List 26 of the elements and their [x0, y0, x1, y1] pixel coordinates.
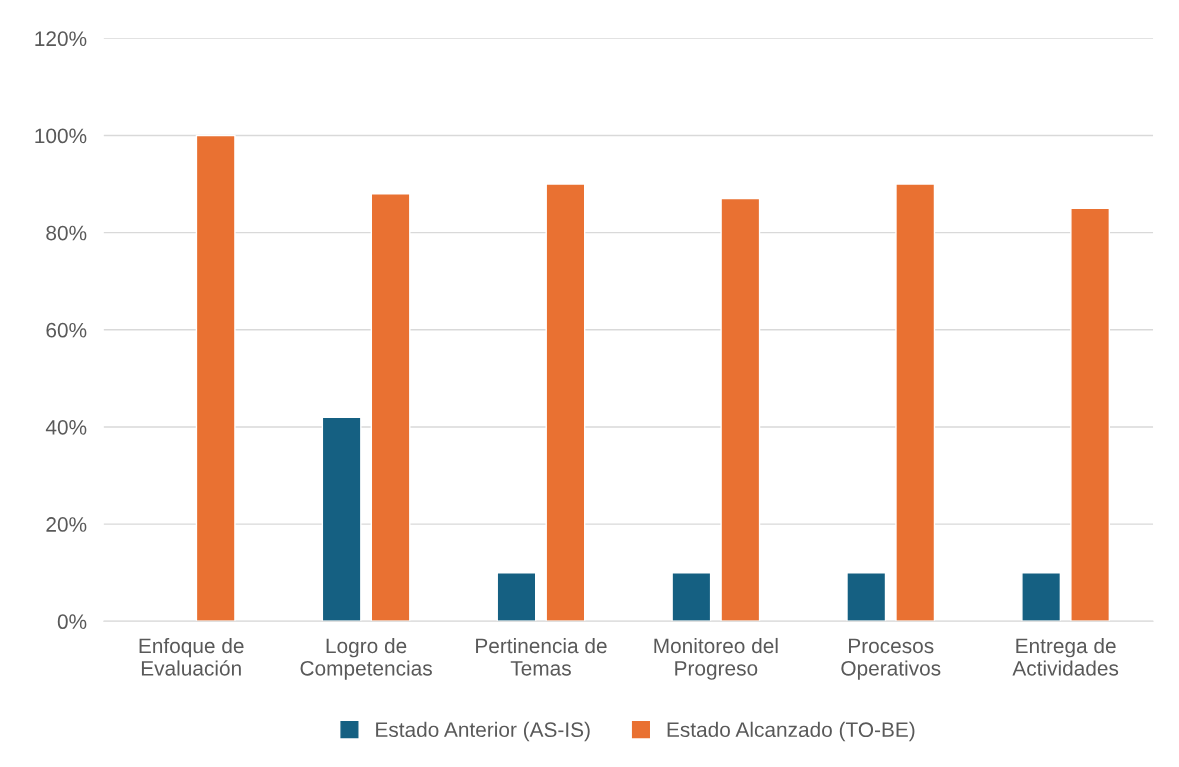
y-tick-label: 40% — [45, 419, 87, 435]
x-tick-label: Entrega de Actividades — [1012, 637, 1119, 676]
x-tick-label: Procesos Operativos — [841, 638, 941, 680]
y-tick-label: 80% — [46, 225, 87, 241]
x-tick-label: Monitoreo del Progreso — [654, 637, 778, 680]
bar — [195, 134, 236, 622]
x-tick-label: Logro de Competencias — [300, 637, 432, 680]
bar — [321, 416, 362, 622]
y-tick-label: 100% — [35, 128, 87, 144]
bar — [846, 571, 887, 622]
y-tick-label: 20% — [46, 517, 87, 532]
bar — [545, 183, 586, 622]
bar — [1021, 571, 1062, 622]
bar — [1070, 207, 1111, 622]
y-tick-label: 0% — [57, 614, 87, 630]
bar — [895, 183, 936, 622]
bar — [671, 571, 712, 622]
legend-label: Estado Alcanzado (TO-BE) — [667, 721, 915, 742]
bar — [720, 197, 761, 622]
bar — [370, 193, 411, 622]
y-tick-label: 120% — [35, 31, 87, 47]
y-tick-label: 60% — [46, 322, 87, 338]
bar — [496, 571, 537, 622]
x-tick-label: Enfoque de Evaluación — [139, 637, 244, 676]
legend-label: Estado Anterior (AS-IS) — [376, 721, 590, 742]
x-tick-label: Pertinencia de Temas — [476, 637, 607, 676]
